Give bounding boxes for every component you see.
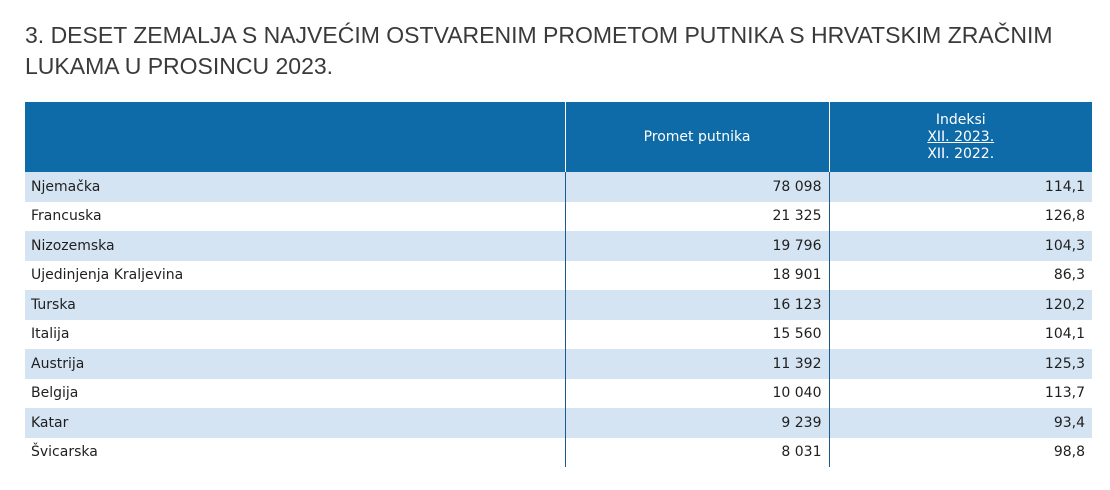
header-promet-putnika: Promet putnika xyxy=(564,102,829,172)
table-row: Ujedinjenja Kraljevina 18 901 86,3 xyxy=(25,260,1092,290)
page-title: 3. DESET ZEMALJA S NAJVEĆIM OSTVARENIM P… xyxy=(25,22,1053,79)
country-cell: Austrija xyxy=(25,349,565,379)
index-header-stack: Indeksi XII. 2023. XII. 2022. xyxy=(830,112,1093,163)
promet-cell: 9 239 xyxy=(564,408,829,438)
country-cell: Belgija xyxy=(25,378,565,408)
passenger-traffic-table: Promet putnika Indeksi XII. 2023. XII. 2… xyxy=(25,102,1092,467)
country-cell: Švicarska xyxy=(25,437,565,467)
index-cell: 86,3 xyxy=(828,260,1092,290)
table-row: Katar 9 239 93,4 xyxy=(25,408,1092,438)
country-cell: Katar xyxy=(25,408,565,438)
promet-cell: 11 392 xyxy=(564,349,829,379)
index-cell: 104,3 xyxy=(828,231,1092,261)
promet-cell: 8 031 xyxy=(564,437,829,467)
index-numerator: XII. 2023. xyxy=(927,128,995,145)
table-row: Italija 15 560 104,1 xyxy=(25,319,1092,349)
index-cell: 126,8 xyxy=(828,201,1092,231)
index-cell: 93,4 xyxy=(828,408,1092,438)
index-cell: 104,1 xyxy=(828,319,1092,349)
country-cell: Nizozemska xyxy=(25,231,565,261)
header-country xyxy=(25,102,565,172)
index-cell: 125,3 xyxy=(828,349,1092,379)
index-cell: 120,2 xyxy=(828,290,1092,320)
table-header: Promet putnika Indeksi XII. 2023. XII. 2… xyxy=(25,102,1092,172)
index-cell: 114,1 xyxy=(828,172,1092,202)
table-body: Njemačka 78 098 114,1 Francuska 21 325 1… xyxy=(25,172,1092,467)
table-row: Nizozemska 19 796 104,3 xyxy=(25,231,1092,261)
country-cell: Njemačka xyxy=(25,172,565,202)
promet-cell: 78 098 xyxy=(564,172,829,202)
promet-cell: 10 040 xyxy=(564,378,829,408)
country-cell: Ujedinjenja Kraljevina xyxy=(25,260,565,290)
country-cell: Francuska xyxy=(25,201,565,231)
header-indeksi: Indeksi XII. 2023. XII. 2022. xyxy=(828,102,1093,172)
table-row: Njemačka 78 098 114,1 xyxy=(25,172,1092,202)
promet-cell: 19 796 xyxy=(564,231,829,261)
table-row: Francuska 21 325 126,8 xyxy=(25,201,1092,231)
index-denominator: XII. 2022. xyxy=(927,145,995,162)
country-cell: Turska xyxy=(25,290,565,320)
header-row: Promet putnika Indeksi XII. 2023. XII. 2… xyxy=(25,102,1092,172)
promet-cell: 16 123 xyxy=(564,290,829,320)
index-cell: 113,7 xyxy=(828,378,1092,408)
promet-cell: 15 560 xyxy=(564,319,829,349)
index-label: Indeksi xyxy=(935,111,986,128)
promet-cell: 21 325 xyxy=(564,201,829,231)
table-row: Belgija 10 040 113,7 xyxy=(25,378,1092,408)
table-row: Švicarska 8 031 98,8 xyxy=(25,437,1092,467)
country-cell: Italija xyxy=(25,319,565,349)
table-row: Turska 16 123 120,2 xyxy=(25,290,1092,320)
promet-cell: 18 901 xyxy=(564,260,829,290)
table-row: Austrija 11 392 125,3 xyxy=(25,349,1092,379)
index-cell: 98,8 xyxy=(828,437,1092,467)
